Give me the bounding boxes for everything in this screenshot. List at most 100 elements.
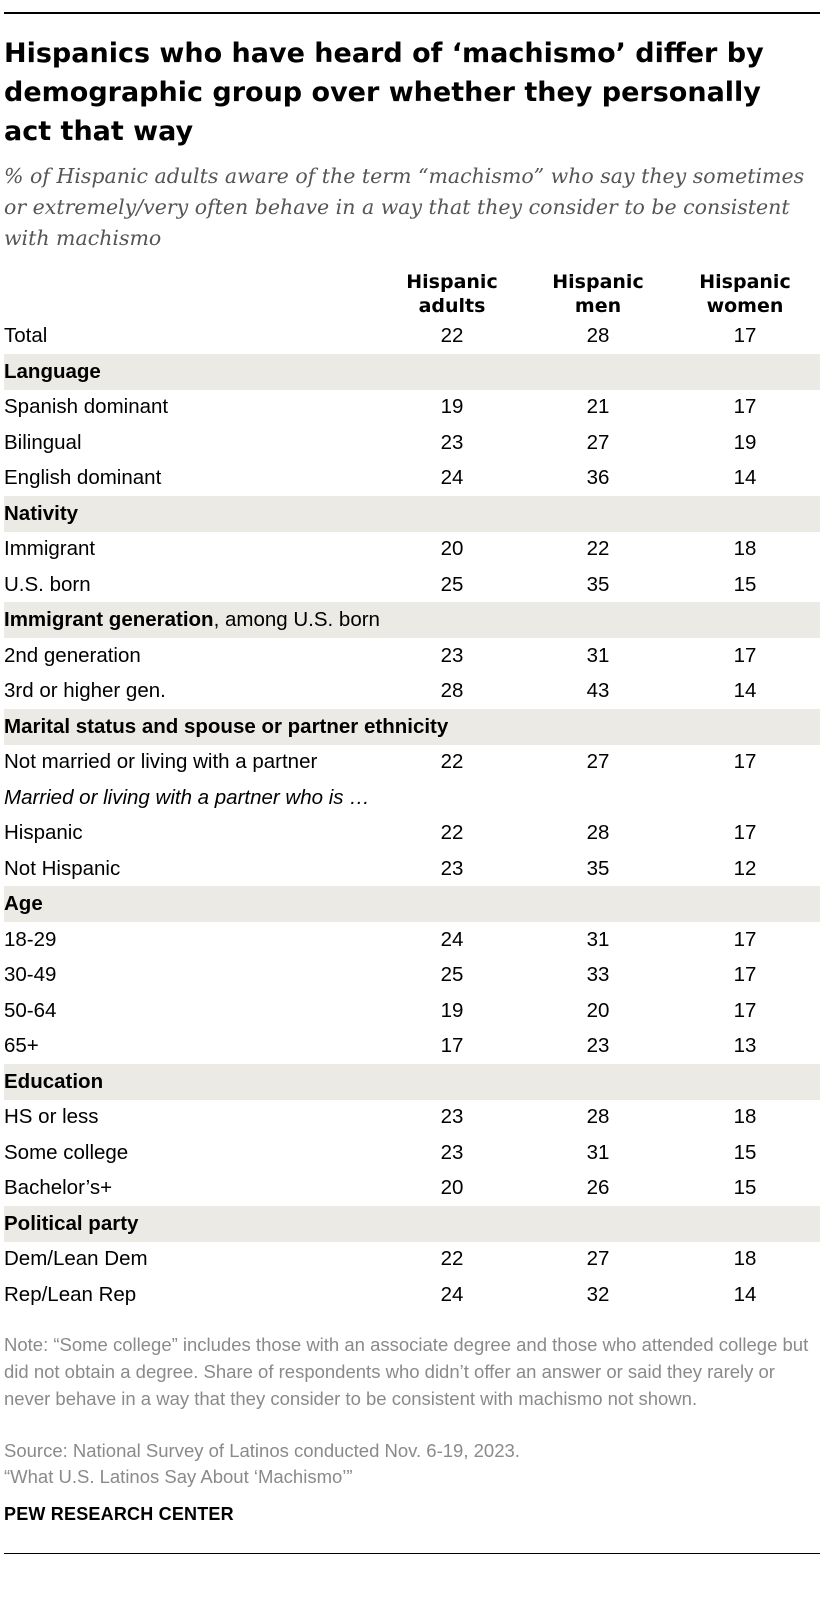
- top-rule: [4, 12, 820, 14]
- row-label-text: Dem/Lean Dem: [4, 1247, 148, 1270]
- table-row: Some college 23 31 15: [4, 1135, 820, 1171]
- row-label-text: 3rd or higher gen.: [4, 679, 166, 702]
- value-cell-women: 12: [733, 856, 757, 880]
- row-label: Hispanic: [4, 815, 83, 851]
- table-row: Not married or living with a partner 22 27…: [4, 744, 820, 780]
- value-cell-adults: 25: [440, 963, 464, 986]
- row-label-text: 30-49: [4, 963, 57, 986]
- value-cell-women: 15: [733, 1176, 757, 1199]
- value-cell-women: 18: [733, 1105, 757, 1128]
- table-row: Immigrant 20 22 18: [4, 531, 820, 567]
- table-row: English dominant 24 36 14: [4, 460, 820, 496]
- section-label: Nativity: [4, 496, 78, 532]
- row-label: Some college: [4, 1135, 128, 1171]
- pew-logo-text: PEW RESEARCH CENTER: [4, 1504, 234, 1524]
- row-label: Dem/Lean Dem: [4, 1241, 148, 1277]
- table-row: Dem/Lean Dem 22 27 18: [4, 1241, 820, 1277]
- row-label: 2nd generation: [4, 638, 141, 674]
- section-label: Age: [4, 886, 43, 922]
- row-label-text: English dominant: [4, 466, 162, 489]
- table-row: Bilingual 23 27 19: [4, 425, 820, 461]
- value-cell-adults: 17: [440, 1034, 464, 1057]
- row-label-text: 18-29: [4, 927, 57, 951]
- value-cell-women: 18: [733, 537, 757, 560]
- row-label-text: Immigrant: [4, 537, 96, 560]
- column-header-men-line2: men: [574, 295, 622, 317]
- section-label: Language: [4, 354, 101, 390]
- section-header-row: Marital status and spouse or partner eth…: [4, 708, 820, 745]
- value-cell-men: 35: [586, 572, 610, 596]
- value-cell-women: 17: [733, 395, 757, 418]
- row-label: 50-64: [4, 993, 56, 1029]
- section-header-row: Education: [4, 1063, 820, 1100]
- report-title: “What U.S. Latinos Say About ‘Machismo’”: [4, 1466, 353, 1487]
- section-label: Immigrant generation, among U.S. born: [4, 602, 380, 638]
- value-cell-women: 15: [733, 1140, 757, 1164]
- value-cell-adults: 23: [440, 643, 464, 667]
- value-cell-women: 17: [733, 750, 757, 773]
- section-header-row: Political party: [4, 1205, 820, 1242]
- row-label: Spanish dominant: [4, 389, 168, 425]
- value-cell-adults: 22: [440, 750, 464, 773]
- table-row: 2nd generation 23 31 17: [4, 638, 820, 674]
- value-cell-adults: 25: [440, 572, 464, 596]
- note-text: Note: “Some college” includes those with…: [4, 1334, 809, 1409]
- value-cell-women: 17: [733, 821, 757, 844]
- table-row: 3rd or higher gen. 28 43 14: [4, 673, 820, 709]
- value-cell-adults: 24: [440, 1282, 464, 1306]
- value-cell-adults: 24: [440, 466, 464, 489]
- row-label-text: Not Hispanic: [4, 856, 121, 880]
- row-label-text: Age: [4, 892, 43, 915]
- chart-subtitle: % of Hispanic adults aware of the term “…: [4, 164, 805, 250]
- value-cell-adults: 23: [440, 430, 464, 454]
- row-label-text: Hispanic: [4, 821, 83, 844]
- row-label-text: Bilingual: [4, 430, 82, 454]
- value-cell-women: 14: [733, 1282, 757, 1306]
- section-label: Education: [4, 1064, 103, 1100]
- value-cell-men: 31: [586, 1140, 610, 1164]
- value-cell-adults: 22: [440, 324, 464, 347]
- section-header-row: Age: [4, 886, 820, 922]
- row-label: Bachelor’s+: [4, 1170, 112, 1206]
- value-cell-women: 17: [733, 324, 757, 347]
- row-label-text: Not married or living with a partner: [4, 750, 318, 773]
- row-label-text: Language: [4, 359, 101, 383]
- value-cell-men: 20: [586, 998, 610, 1022]
- value-cell-men: 27: [586, 1247, 610, 1270]
- row-label-text: 2nd generation: [4, 643, 141, 667]
- value-cell-men: 35: [586, 856, 610, 880]
- section-header-row: Language: [4, 353, 820, 390]
- value-cell-men: 28: [586, 1105, 610, 1128]
- column-header-women-line1: Hispanic: [699, 271, 791, 293]
- value-cell-adults: 23: [440, 856, 464, 880]
- row-label: 18-29: [4, 922, 56, 958]
- value-cell-men: 27: [586, 750, 610, 773]
- table-row: Total 22 28 17: [4, 318, 820, 354]
- table-row: Hispanic 22 28 17: [4, 815, 820, 851]
- row-label-text: Spanish dominant: [4, 395, 169, 418]
- value-cell-women: 19: [733, 430, 757, 454]
- value-cell-adults: 22: [440, 1247, 464, 1270]
- value-cell-men: 23: [586, 1034, 610, 1057]
- row-label: Not married or living with a partner: [4, 744, 317, 780]
- column-header-women: Hispanic women: [680, 270, 810, 318]
- row-label-text: Immigrant generation: [4, 608, 214, 631]
- table-row: Rep/Lean Rep 24 32 14: [4, 1277, 820, 1313]
- table-row: Spanish dominant 19 21 17: [4, 389, 820, 425]
- value-cell-women: 17: [733, 927, 757, 951]
- row-label-text: Some college: [4, 1140, 129, 1164]
- row-label: Total: [4, 318, 47, 354]
- value-cell-adults: 23: [440, 1140, 464, 1164]
- row-label-text: Political party: [4, 1211, 139, 1235]
- column-header-adults-line2: adults: [418, 295, 486, 317]
- value-cell-adults: 20: [440, 537, 464, 560]
- value-cell-women: 14: [733, 679, 757, 702]
- row-label-text: HS or less: [4, 1105, 99, 1128]
- row-label: English dominant: [4, 460, 161, 496]
- section-header-row: Immigrant generation, among U.S. born: [4, 602, 820, 638]
- column-header-adults: Hispanic adults: [387, 270, 517, 318]
- source-text: Source: National Survey of Latinos condu…: [4, 1440, 520, 1461]
- row-label: Bilingual: [4, 425, 82, 461]
- row-label-text: U.S. born: [4, 572, 91, 596]
- value-cell-men: 43: [586, 679, 610, 702]
